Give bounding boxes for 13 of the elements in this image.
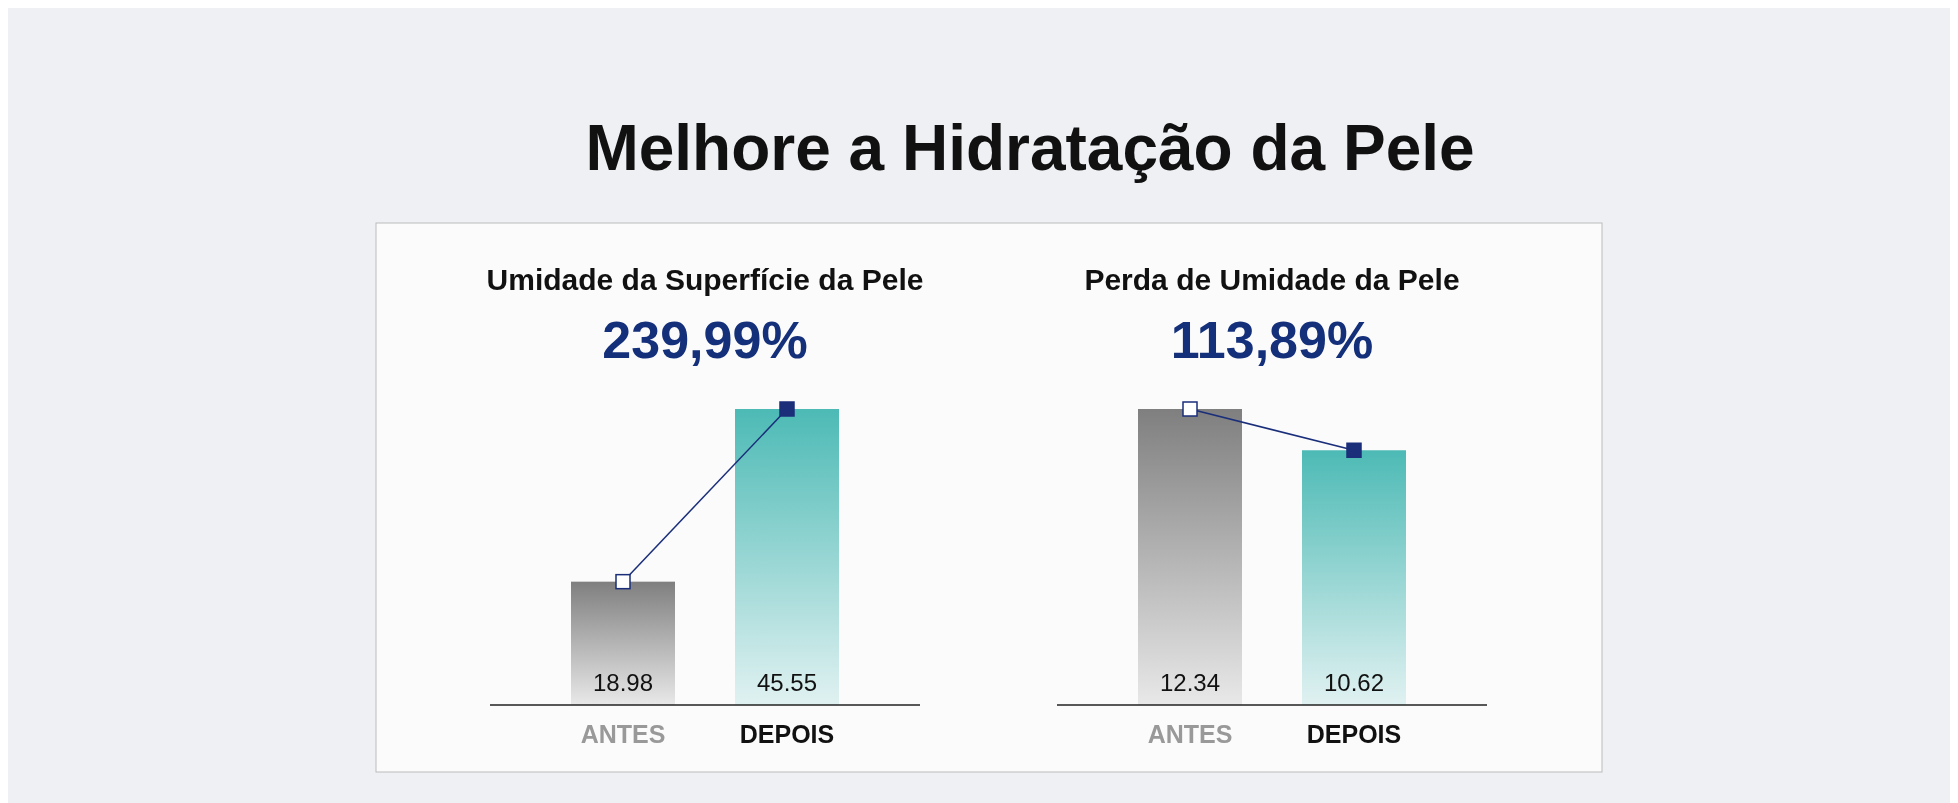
data-label: 45.55 [756,669,818,696]
data-label: 12.34 [1159,669,1221,696]
x-tick-label: ANTES [580,720,666,748]
x-tick-label: DEPOIS [739,720,835,748]
data-label: 18.98 [592,669,654,696]
chart-title: Umidade da Superfície da Pele [486,263,924,296]
chart-subtitle: 113,89% [1170,311,1374,369]
text: Melhore a Hidratação da Pele [585,112,1475,184]
x-tick-label: DEPOIS [1306,720,1402,748]
chart-title: Perda de Umidade da Pele [1084,263,1460,296]
data-label: 10.62 [1323,669,1385,696]
x-tick-label: ANTES [1147,720,1233,748]
chart-subtitle: 239,99% [602,311,808,369]
